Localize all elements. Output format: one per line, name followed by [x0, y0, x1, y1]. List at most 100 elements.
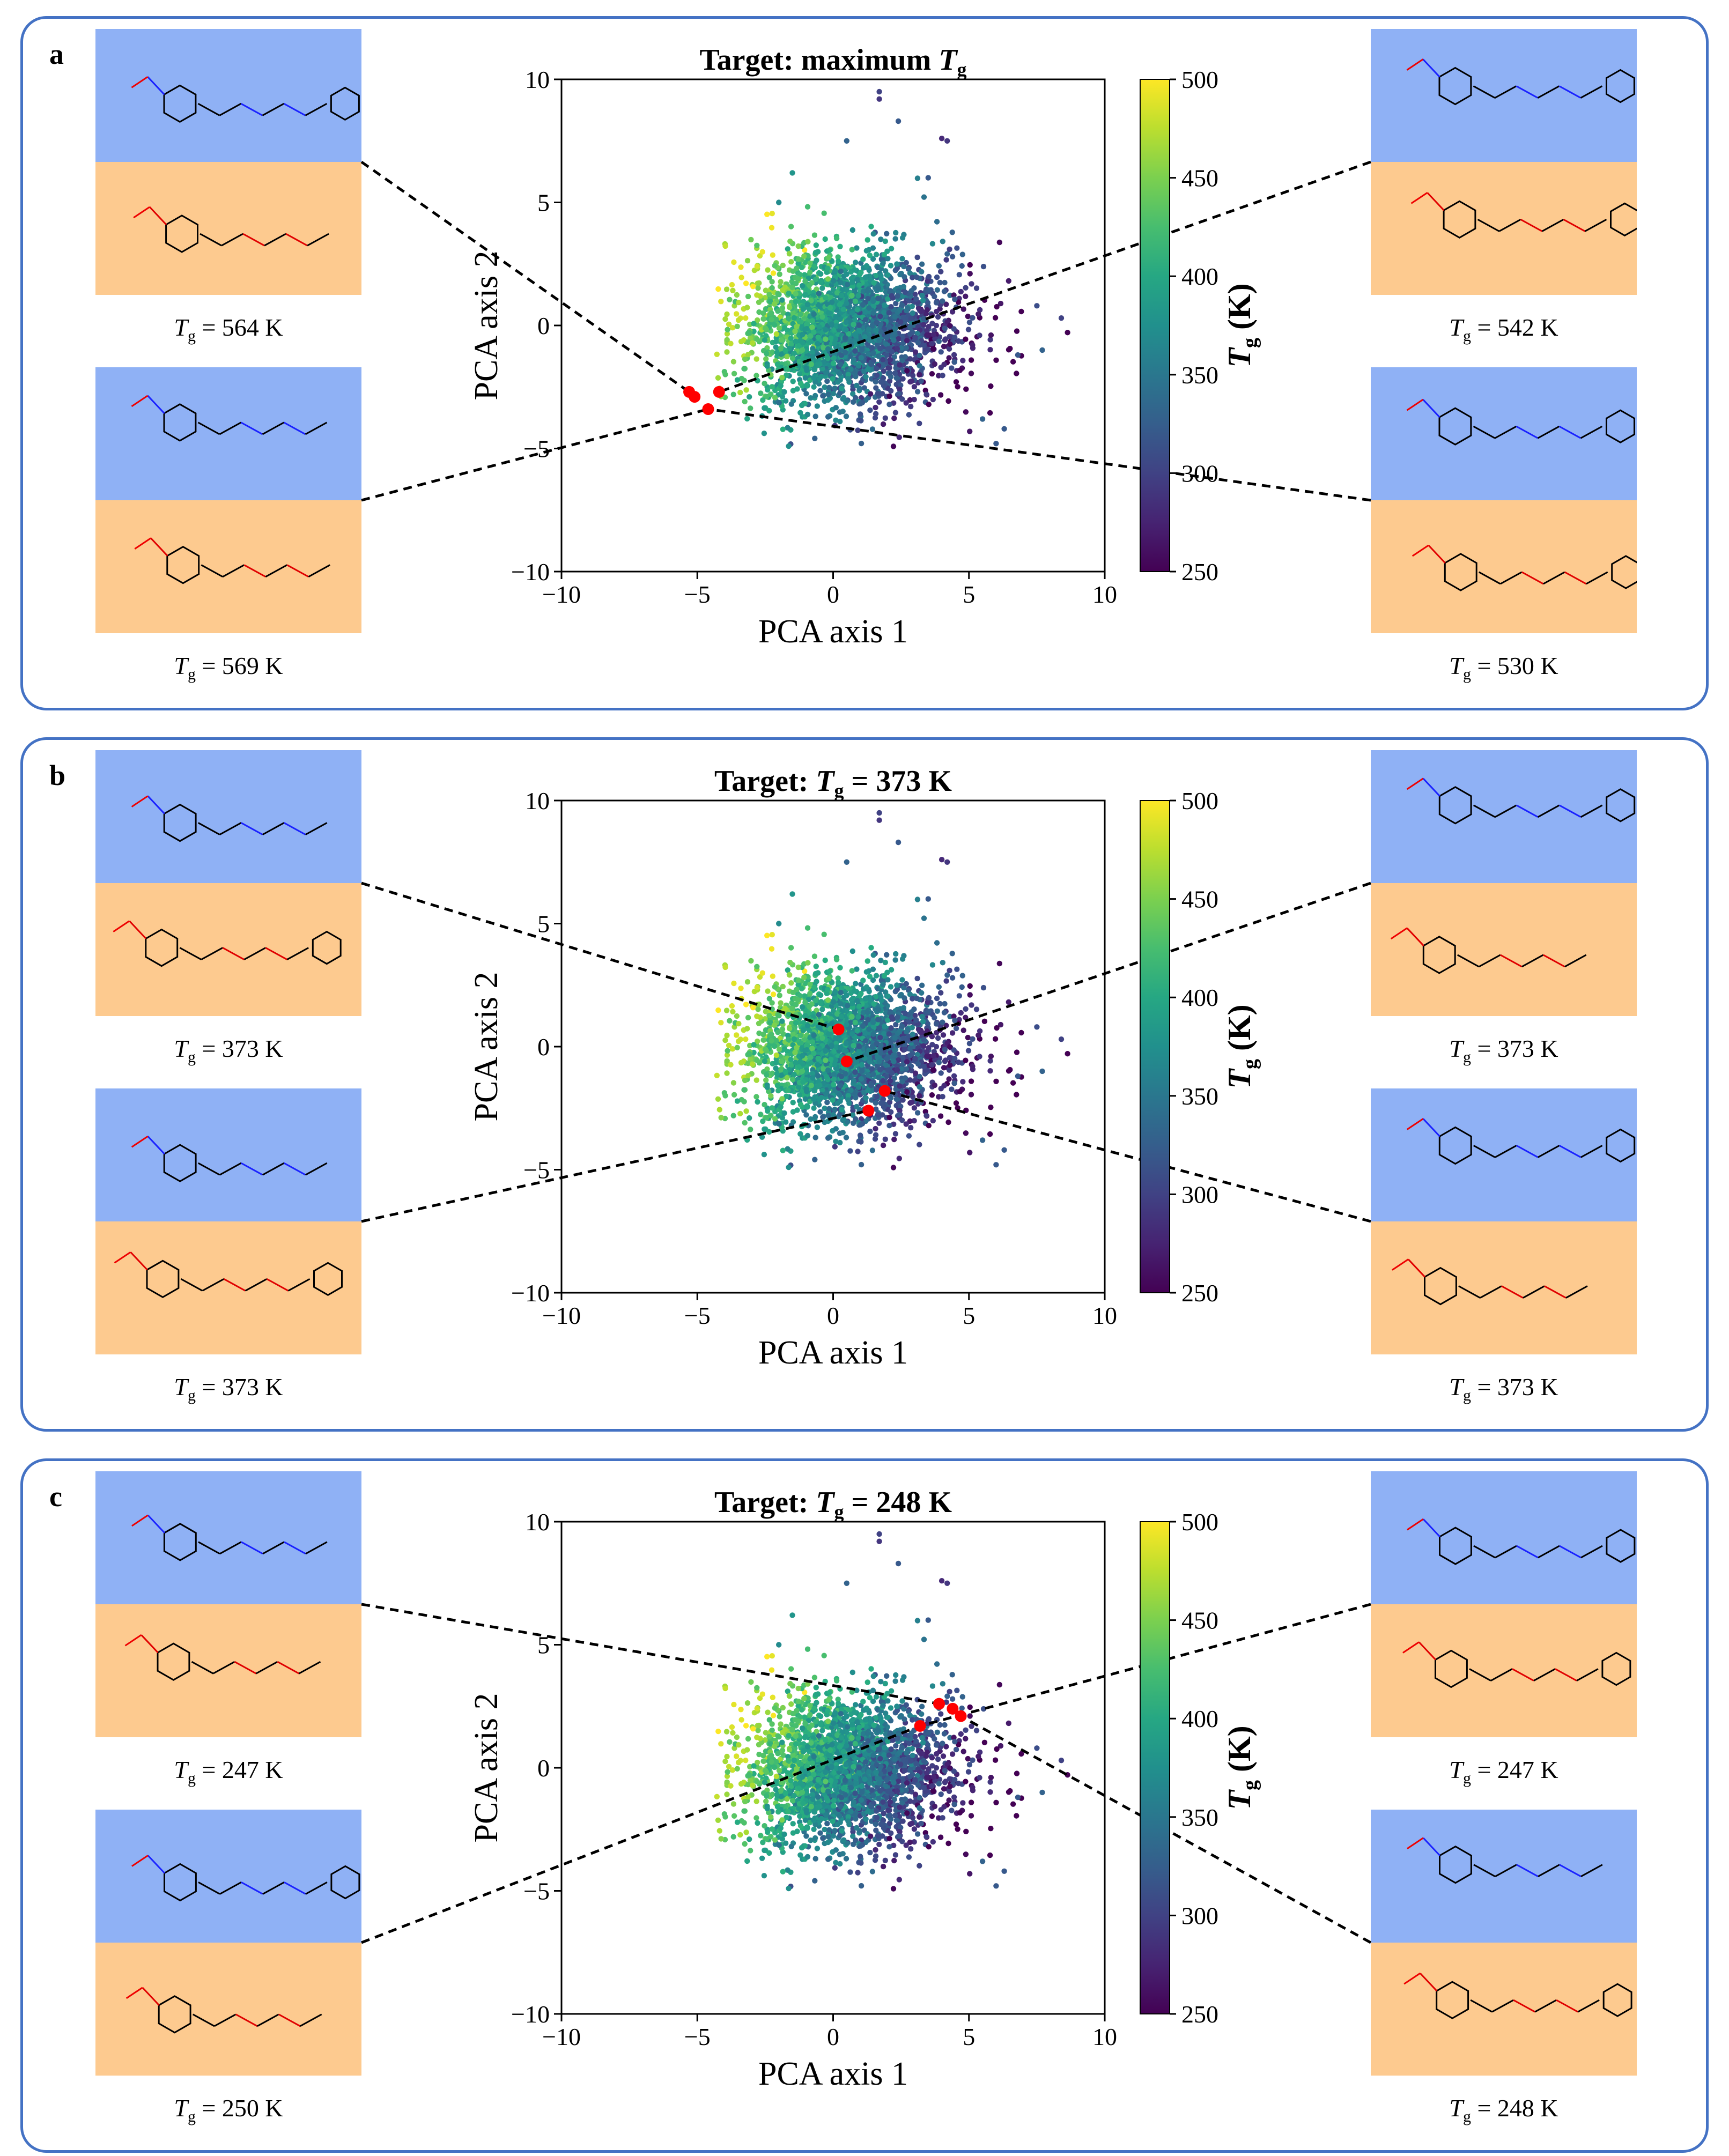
- data-point: [875, 1006, 882, 1013]
- data-point: [735, 1038, 742, 1044]
- data-point: [845, 376, 851, 382]
- panel-label: a: [49, 38, 64, 70]
- data-point: [795, 256, 802, 262]
- leader-line: [708, 408, 1371, 502]
- data-point: [942, 325, 948, 331]
- data-point: [953, 1100, 959, 1106]
- colorbar-tick-label: 450: [1181, 165, 1218, 192]
- data-point: [839, 386, 845, 391]
- data-point: [968, 1078, 974, 1084]
- data-point: [724, 1070, 730, 1076]
- data-point: [947, 246, 952, 253]
- data-point: [722, 1093, 728, 1099]
- data-point: [741, 366, 747, 372]
- data-point: [844, 138, 850, 144]
- data-point: [956, 272, 963, 278]
- data-point: [899, 956, 906, 962]
- data-point: [876, 88, 882, 95]
- data-point: [788, 945, 794, 951]
- data-point: [755, 1006, 761, 1012]
- data-point: [714, 1072, 720, 1078]
- data-point: [825, 414, 831, 420]
- data-point: [912, 349, 919, 355]
- data-point: [745, 339, 751, 345]
- data-point: [938, 365, 944, 371]
- data-point: [769, 932, 775, 938]
- data-point: [967, 992, 973, 998]
- data-point: [1006, 999, 1012, 1005]
- data-point: [852, 298, 859, 305]
- epoxy-component: [95, 883, 361, 1016]
- data-point: [930, 346, 936, 352]
- data-point: [832, 340, 838, 346]
- data-point: [946, 1076, 952, 1082]
- data-point: [902, 354, 908, 360]
- data-point: [941, 288, 948, 294]
- data-point: [722, 243, 728, 249]
- data-point: [799, 402, 805, 409]
- data-point: [936, 373, 942, 379]
- molecule-pair-image: [95, 750, 361, 1016]
- data-point: [976, 311, 981, 317]
- data-point: [748, 1127, 753, 1132]
- tg-value-label: Tg = 373 K: [1449, 1035, 1558, 1066]
- data-point: [780, 287, 786, 293]
- data-point: [951, 359, 958, 365]
- data-point: [715, 286, 721, 292]
- data-point: [926, 273, 932, 280]
- data-point: [870, 231, 876, 237]
- data-point: [764, 363, 770, 369]
- tg-value-label: Tg = 569 K: [174, 652, 283, 684]
- data-point: [889, 349, 895, 355]
- data-point: [820, 1114, 826, 1120]
- data-point: [949, 951, 955, 957]
- x-axis-label: PCA axis 1: [758, 613, 908, 650]
- data-point: [863, 374, 869, 380]
- data-point: [756, 309, 762, 315]
- data-point: [936, 1060, 942, 1065]
- data-point: [808, 1116, 814, 1122]
- data-point: [893, 375, 899, 381]
- data-point: [941, 344, 947, 350]
- data-point: [856, 322, 862, 328]
- data-point: [778, 337, 785, 343]
- data-point: [802, 1012, 808, 1019]
- data-point: [930, 396, 936, 403]
- data-point: [876, 337, 882, 344]
- data-point: [987, 1058, 993, 1064]
- data-point: [875, 295, 881, 301]
- data-point: [967, 428, 973, 434]
- data-point: [825, 276, 831, 282]
- data-point: [822, 957, 828, 964]
- data-point: [808, 298, 814, 303]
- data-point: [780, 310, 786, 316]
- colorbar-tick-label: 400: [1181, 263, 1218, 290]
- data-point: [832, 268, 838, 273]
- data-point: [790, 379, 796, 384]
- data-point: [785, 246, 791, 252]
- data-point: [743, 280, 749, 286]
- data-point: [734, 1044, 740, 1050]
- tg-value: 564 K: [221, 314, 283, 341]
- data-point: [734, 323, 740, 329]
- data-point: [864, 288, 870, 294]
- data-point: [793, 291, 799, 297]
- data-point: [849, 968, 855, 974]
- data-point: [744, 258, 751, 264]
- data-point: [776, 325, 782, 331]
- data-point: [825, 265, 831, 271]
- data-point: [886, 1114, 892, 1121]
- data-point: [907, 270, 913, 276]
- data-point: [812, 392, 818, 399]
- data-point: [988, 1105, 994, 1110]
- data-point: [737, 389, 743, 396]
- data-point: [769, 316, 774, 323]
- data-point: [899, 256, 905, 262]
- data-point: [749, 1061, 756, 1067]
- data-point: [1006, 278, 1012, 284]
- data-point: [802, 247, 808, 253]
- data-point: [772, 1022, 778, 1028]
- data-point: [818, 373, 824, 379]
- data-point: [768, 391, 774, 397]
- data-point: [849, 948, 856, 954]
